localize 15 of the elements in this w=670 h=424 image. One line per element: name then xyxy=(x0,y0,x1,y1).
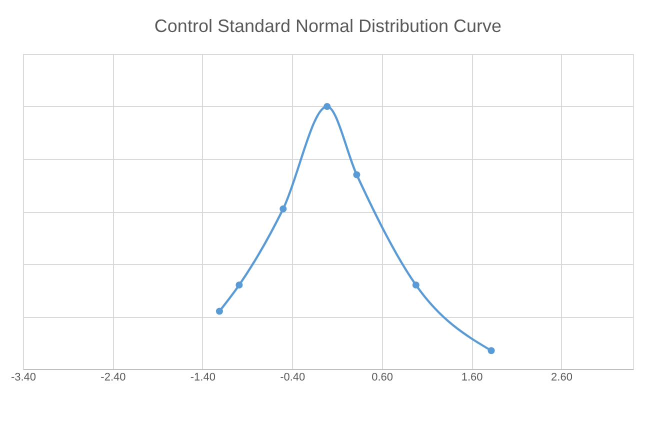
point xyxy=(236,281,243,289)
point xyxy=(324,102,331,110)
point xyxy=(353,171,360,178)
x-tick-label: -3.40 xyxy=(10,372,36,384)
point xyxy=(488,347,495,354)
x-tick-label: -1.40 xyxy=(190,372,216,384)
point xyxy=(280,205,287,212)
x-tick-label: 2.60 xyxy=(551,372,572,384)
point xyxy=(216,308,223,315)
x-tick-label: -0.40 xyxy=(280,372,306,384)
x-tick-label: 1.60 xyxy=(461,372,483,384)
point xyxy=(412,281,420,289)
chart-title: Control Standard Normal Distribution Curve xyxy=(154,16,502,36)
x-tick-label: -2.40 xyxy=(100,372,126,384)
x-tick-label: 0.60 xyxy=(372,372,394,384)
